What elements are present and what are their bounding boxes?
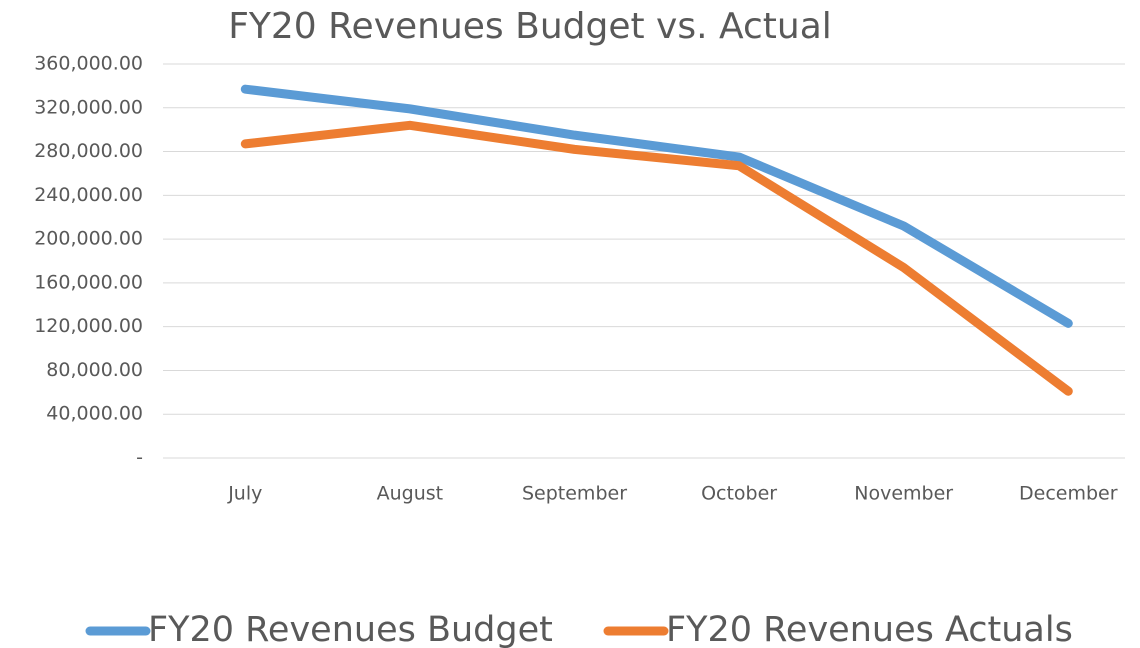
x-tick-label: October (701, 483, 777, 505)
y-tick-label: 280,000.00 (34, 140, 143, 162)
x-tick-label: December (1019, 483, 1118, 505)
y-tick-label: - (136, 447, 143, 469)
chart-title: FY20 Revenues Budget vs. Actual (228, 6, 832, 47)
x-tick-label: November (854, 483, 953, 505)
x-tick-label: August (377, 483, 444, 505)
y-tick-label: 160,000.00 (34, 271, 143, 293)
y-tick-label: 360,000.00 (34, 53, 143, 75)
y-tick-label: 120,000.00 (34, 315, 143, 337)
x-tick-label: July (227, 483, 262, 505)
y-tick-label: 40,000.00 (46, 403, 143, 425)
series-line (240, 120, 1073, 396)
y-tick-label: 240,000.00 (34, 184, 143, 206)
legend-label: FY20 Revenues Budget (148, 610, 553, 648)
y-tick-label: 320,000.00 (34, 96, 143, 118)
x-tick-label: September (522, 483, 627, 505)
legend-label: FY20 Revenues Actuals (666, 610, 1073, 648)
y-tick-label: 80,000.00 (46, 359, 143, 381)
series-line (240, 84, 1073, 328)
y-tick-label: 200,000.00 (34, 228, 143, 250)
